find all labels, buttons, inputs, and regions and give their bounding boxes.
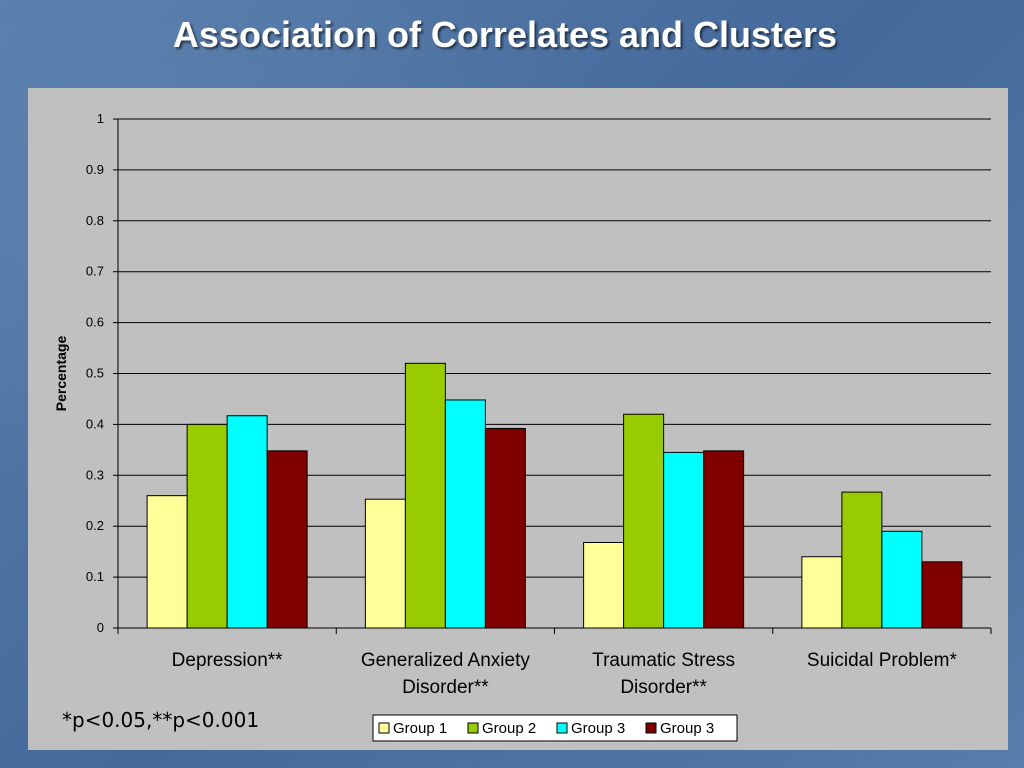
bar xyxy=(663,451,705,629)
bar xyxy=(623,413,665,629)
legend-label: Group 3 xyxy=(571,720,625,737)
legend-swatch xyxy=(645,722,657,734)
bar-chart: 0 0.1 0.2 0.3 0.4 0.5 0.6 0.7 0.8 0.9 1 Percentage D… xyxy=(53,111,992,742)
y-tick-label: 0.4 xyxy=(86,416,104,431)
y-tick-label: 0 xyxy=(97,620,104,635)
bar xyxy=(444,399,486,629)
bar xyxy=(484,427,526,629)
bar xyxy=(881,530,923,629)
bar xyxy=(921,561,963,629)
y-tick-label: 0.3 xyxy=(86,467,104,482)
y-tick-label: 0.9 xyxy=(86,162,104,177)
bar xyxy=(703,450,745,629)
chart-panel: 0 0.1 0.2 0.3 0.4 0.5 0.6 0.7 0.8 0.9 1 Percentage D… xyxy=(28,88,1008,750)
bar xyxy=(146,495,188,629)
y-tick-label: 0.6 xyxy=(86,315,104,330)
x-category-label: Depression** xyxy=(172,650,283,671)
y-tick-label: 0.2 xyxy=(86,518,104,533)
legend-swatch xyxy=(378,722,390,734)
bar xyxy=(364,498,406,629)
y-tick-label: 1 xyxy=(97,111,104,126)
bar xyxy=(226,415,268,629)
x-category-label: Suicidal Problem* xyxy=(807,650,958,671)
significance-footnote: *p<0.05,**p<0.001 xyxy=(62,708,260,732)
y-tick-label: 0.8 xyxy=(86,213,104,228)
bar xyxy=(266,450,308,629)
bar xyxy=(801,556,843,629)
bar xyxy=(186,423,228,629)
bar xyxy=(583,541,625,629)
bar xyxy=(841,491,883,629)
y-axis-label: Percentage xyxy=(53,336,69,412)
legend-swatch xyxy=(467,722,479,734)
y-tick-label: 0.5 xyxy=(86,366,104,381)
slide-title: Association of Correlates and Clusters xyxy=(172,14,838,55)
legend xyxy=(372,714,738,742)
legend-label: Group 2 xyxy=(482,720,536,737)
x-category-label: Traumatic Stress xyxy=(592,650,735,671)
y-tick-label: 0.1 xyxy=(86,569,104,584)
legend-label: Group 1 xyxy=(393,720,447,737)
x-category-label: Generalized Anxiety xyxy=(361,650,530,671)
x-category-label: Disorder** xyxy=(402,677,489,698)
bar xyxy=(404,362,446,629)
legend-label: Group 3 xyxy=(660,720,714,737)
legend-swatch xyxy=(556,722,568,734)
y-tick-label: 0.7 xyxy=(86,264,104,279)
x-category-label: Disorder** xyxy=(620,677,707,698)
